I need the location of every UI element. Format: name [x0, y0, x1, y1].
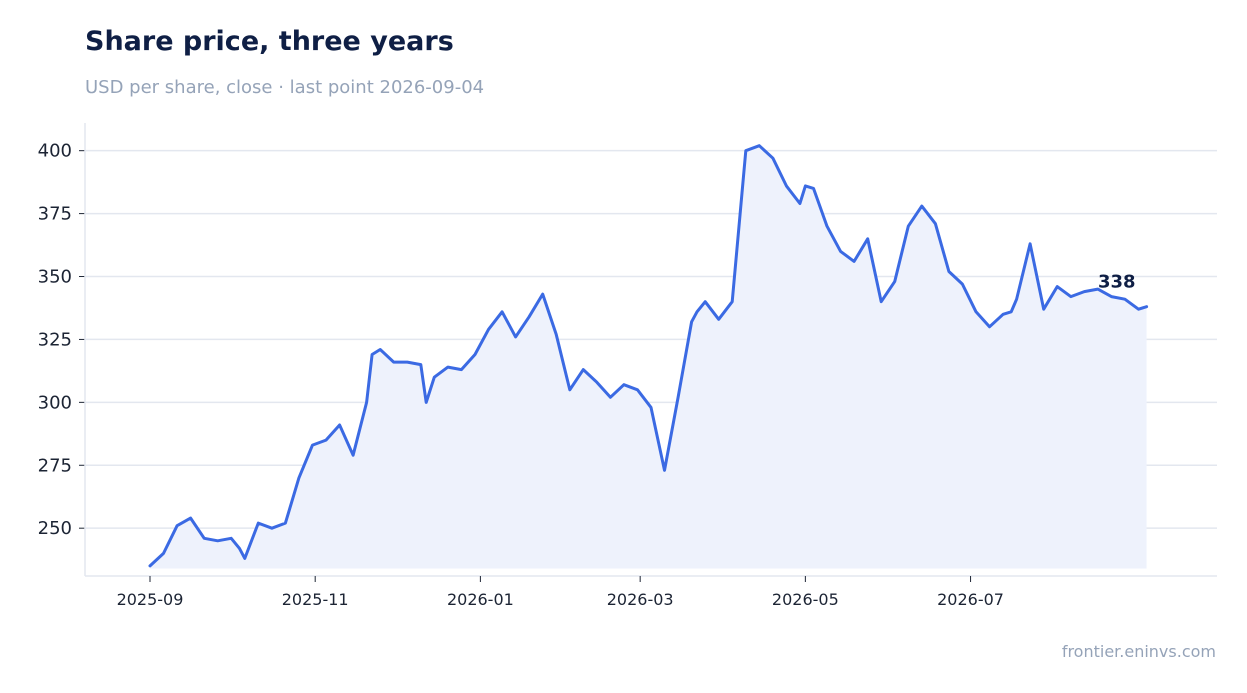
y-tick-label: 325	[38, 329, 72, 350]
x-tick-label: 2026-03	[607, 590, 674, 609]
source-footer: frontier.eninvs.com	[1061, 642, 1216, 661]
y-tick-label: 275	[38, 455, 72, 476]
chart-subtitle: USD per share, close · last point 2026-0…	[85, 77, 485, 98]
y-tick-label: 400	[38, 141, 72, 162]
y-tick-label: 300	[38, 392, 72, 413]
y-tick-label: 375	[38, 204, 72, 225]
end-value-label: 338	[1098, 272, 1136, 293]
series-line	[148, 144, 1149, 568]
x-tick-label: 2026-01	[447, 590, 514, 609]
x-tick-label: 2026-07	[937, 590, 1004, 609]
chart-title: Share price, three years	[85, 26, 454, 57]
y-tick-label: 250	[38, 518, 72, 539]
x-tick-label: 2026-05	[772, 590, 839, 609]
x-tick-label: 2025-11	[282, 590, 349, 609]
series-area-fill	[149, 145, 1147, 569]
y-tick-label: 350	[38, 267, 72, 288]
x-tick-label: 2025-09	[117, 590, 184, 609]
